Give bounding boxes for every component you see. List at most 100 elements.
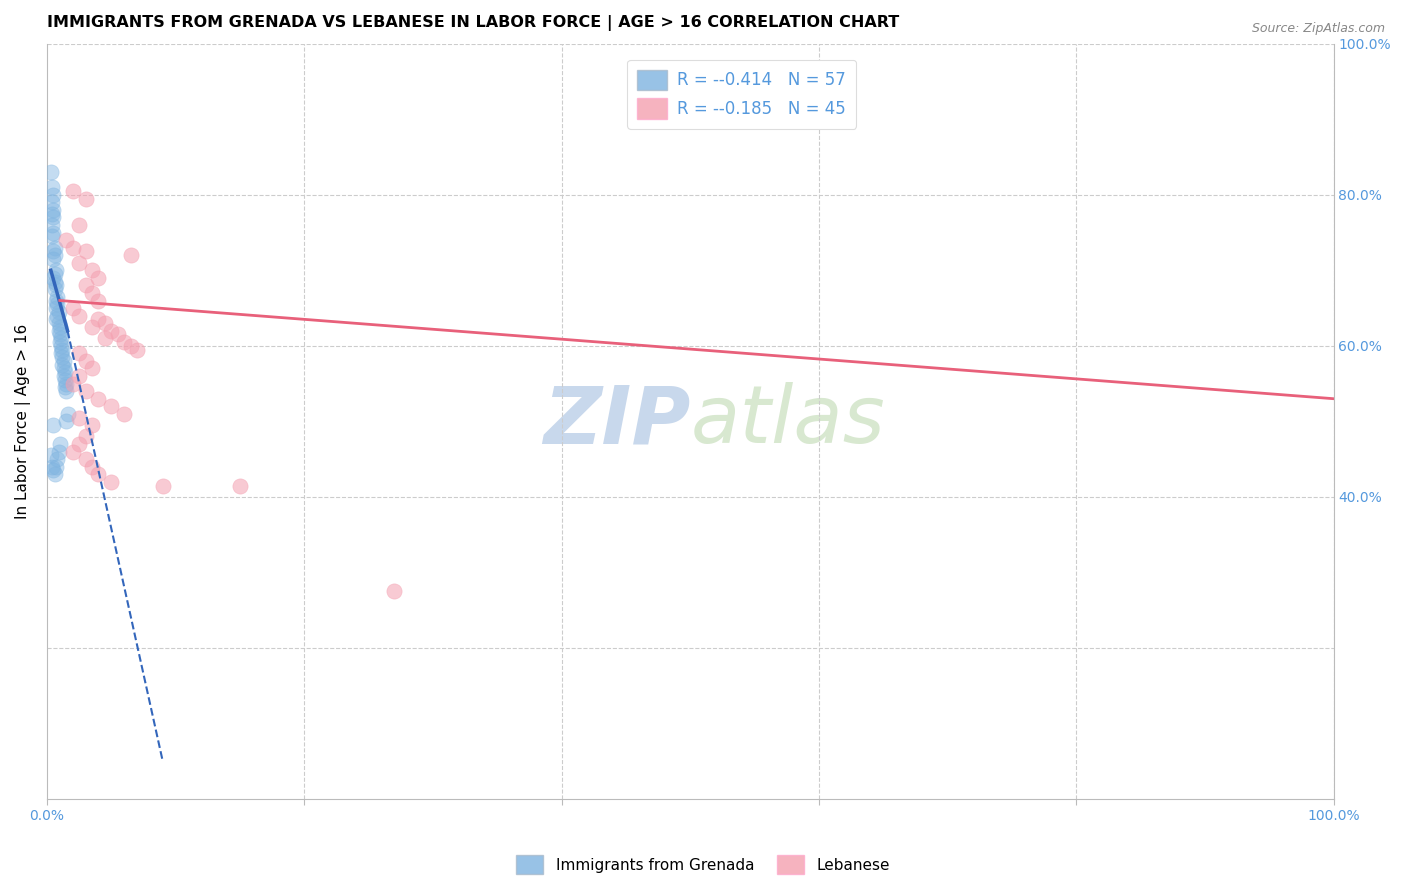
Point — [49, 339, 72, 353]
Point — [87, 312, 110, 326]
Point — [120, 339, 142, 353]
Point — [48, 444, 70, 458]
Point — [41, 206, 63, 220]
Point — [49, 346, 72, 360]
Point — [55, 384, 77, 399]
Point — [94, 331, 117, 345]
Point — [49, 320, 72, 334]
Point — [45, 293, 67, 308]
Point — [75, 452, 97, 467]
Point — [41, 218, 63, 232]
Point — [45, 263, 67, 277]
Text: atlas: atlas — [690, 383, 884, 460]
Point — [125, 343, 148, 357]
Point — [112, 407, 135, 421]
Point — [67, 346, 90, 360]
Point — [75, 278, 97, 293]
Text: ZIP: ZIP — [543, 383, 690, 460]
Point — [53, 373, 76, 387]
Point — [49, 331, 72, 345]
Point — [100, 324, 122, 338]
Point — [75, 192, 97, 206]
Point — [152, 478, 174, 492]
Point — [49, 334, 72, 349]
Point — [67, 218, 90, 232]
Point — [48, 305, 70, 319]
Point — [46, 452, 69, 467]
Point — [62, 444, 84, 458]
Point — [94, 316, 117, 330]
Point — [51, 343, 73, 357]
Point — [44, 241, 66, 255]
Point — [67, 369, 90, 384]
Point — [112, 334, 135, 349]
Point — [52, 369, 75, 384]
Point — [67, 256, 90, 270]
Point — [75, 354, 97, 368]
Point — [55, 414, 77, 428]
Point — [44, 275, 66, 289]
Point — [87, 293, 110, 308]
Point — [120, 248, 142, 262]
Point — [51, 358, 73, 372]
Point — [46, 297, 69, 311]
Point — [42, 226, 65, 240]
Point — [100, 399, 122, 413]
Point — [229, 478, 252, 492]
Point — [41, 229, 63, 244]
Text: IMMIGRANTS FROM GRENADA VS LEBANESE IN LABOR FORCE | AGE > 16 CORRELATION CHART: IMMIGRANTS FROM GRENADA VS LEBANESE IN L… — [46, 15, 900, 31]
Point — [67, 437, 90, 451]
Point — [49, 327, 72, 342]
Point — [44, 267, 66, 281]
Point — [62, 184, 84, 198]
Point — [45, 459, 67, 474]
Point — [382, 584, 405, 599]
Legend: Immigrants from Grenada, Lebanese: Immigrants from Grenada, Lebanese — [510, 849, 896, 880]
Point — [42, 202, 65, 217]
Point — [49, 437, 72, 451]
Point — [53, 380, 76, 394]
Point — [42, 252, 65, 266]
Point — [45, 312, 67, 326]
Point — [75, 429, 97, 443]
Point — [56, 407, 79, 421]
Point — [52, 354, 75, 368]
Point — [80, 320, 103, 334]
Point — [80, 361, 103, 376]
Point — [51, 350, 73, 364]
Point — [41, 195, 63, 210]
Point — [42, 244, 65, 259]
Point — [87, 467, 110, 482]
Point — [87, 392, 110, 406]
Point — [46, 290, 69, 304]
Point — [55, 233, 77, 247]
Text: Source: ZipAtlas.com: Source: ZipAtlas.com — [1251, 22, 1385, 36]
Point — [41, 459, 63, 474]
Point — [48, 324, 70, 338]
Point — [42, 270, 65, 285]
Point — [44, 282, 66, 296]
Point — [42, 187, 65, 202]
Point — [55, 376, 77, 391]
Point — [45, 301, 67, 315]
Point — [45, 278, 67, 293]
Point — [39, 165, 62, 179]
Point — [53, 365, 76, 379]
Point — [44, 467, 66, 482]
Point — [80, 418, 103, 433]
Point — [87, 270, 110, 285]
Point — [107, 327, 129, 342]
Point — [46, 309, 69, 323]
Point — [62, 376, 84, 391]
Point — [62, 241, 84, 255]
Point — [67, 410, 90, 425]
Point — [75, 244, 97, 259]
Point — [42, 463, 65, 477]
Point — [80, 459, 103, 474]
Point — [100, 475, 122, 489]
Point — [52, 361, 75, 376]
Point — [62, 301, 84, 315]
Point — [42, 418, 65, 433]
Point — [41, 180, 63, 194]
Point — [39, 448, 62, 462]
